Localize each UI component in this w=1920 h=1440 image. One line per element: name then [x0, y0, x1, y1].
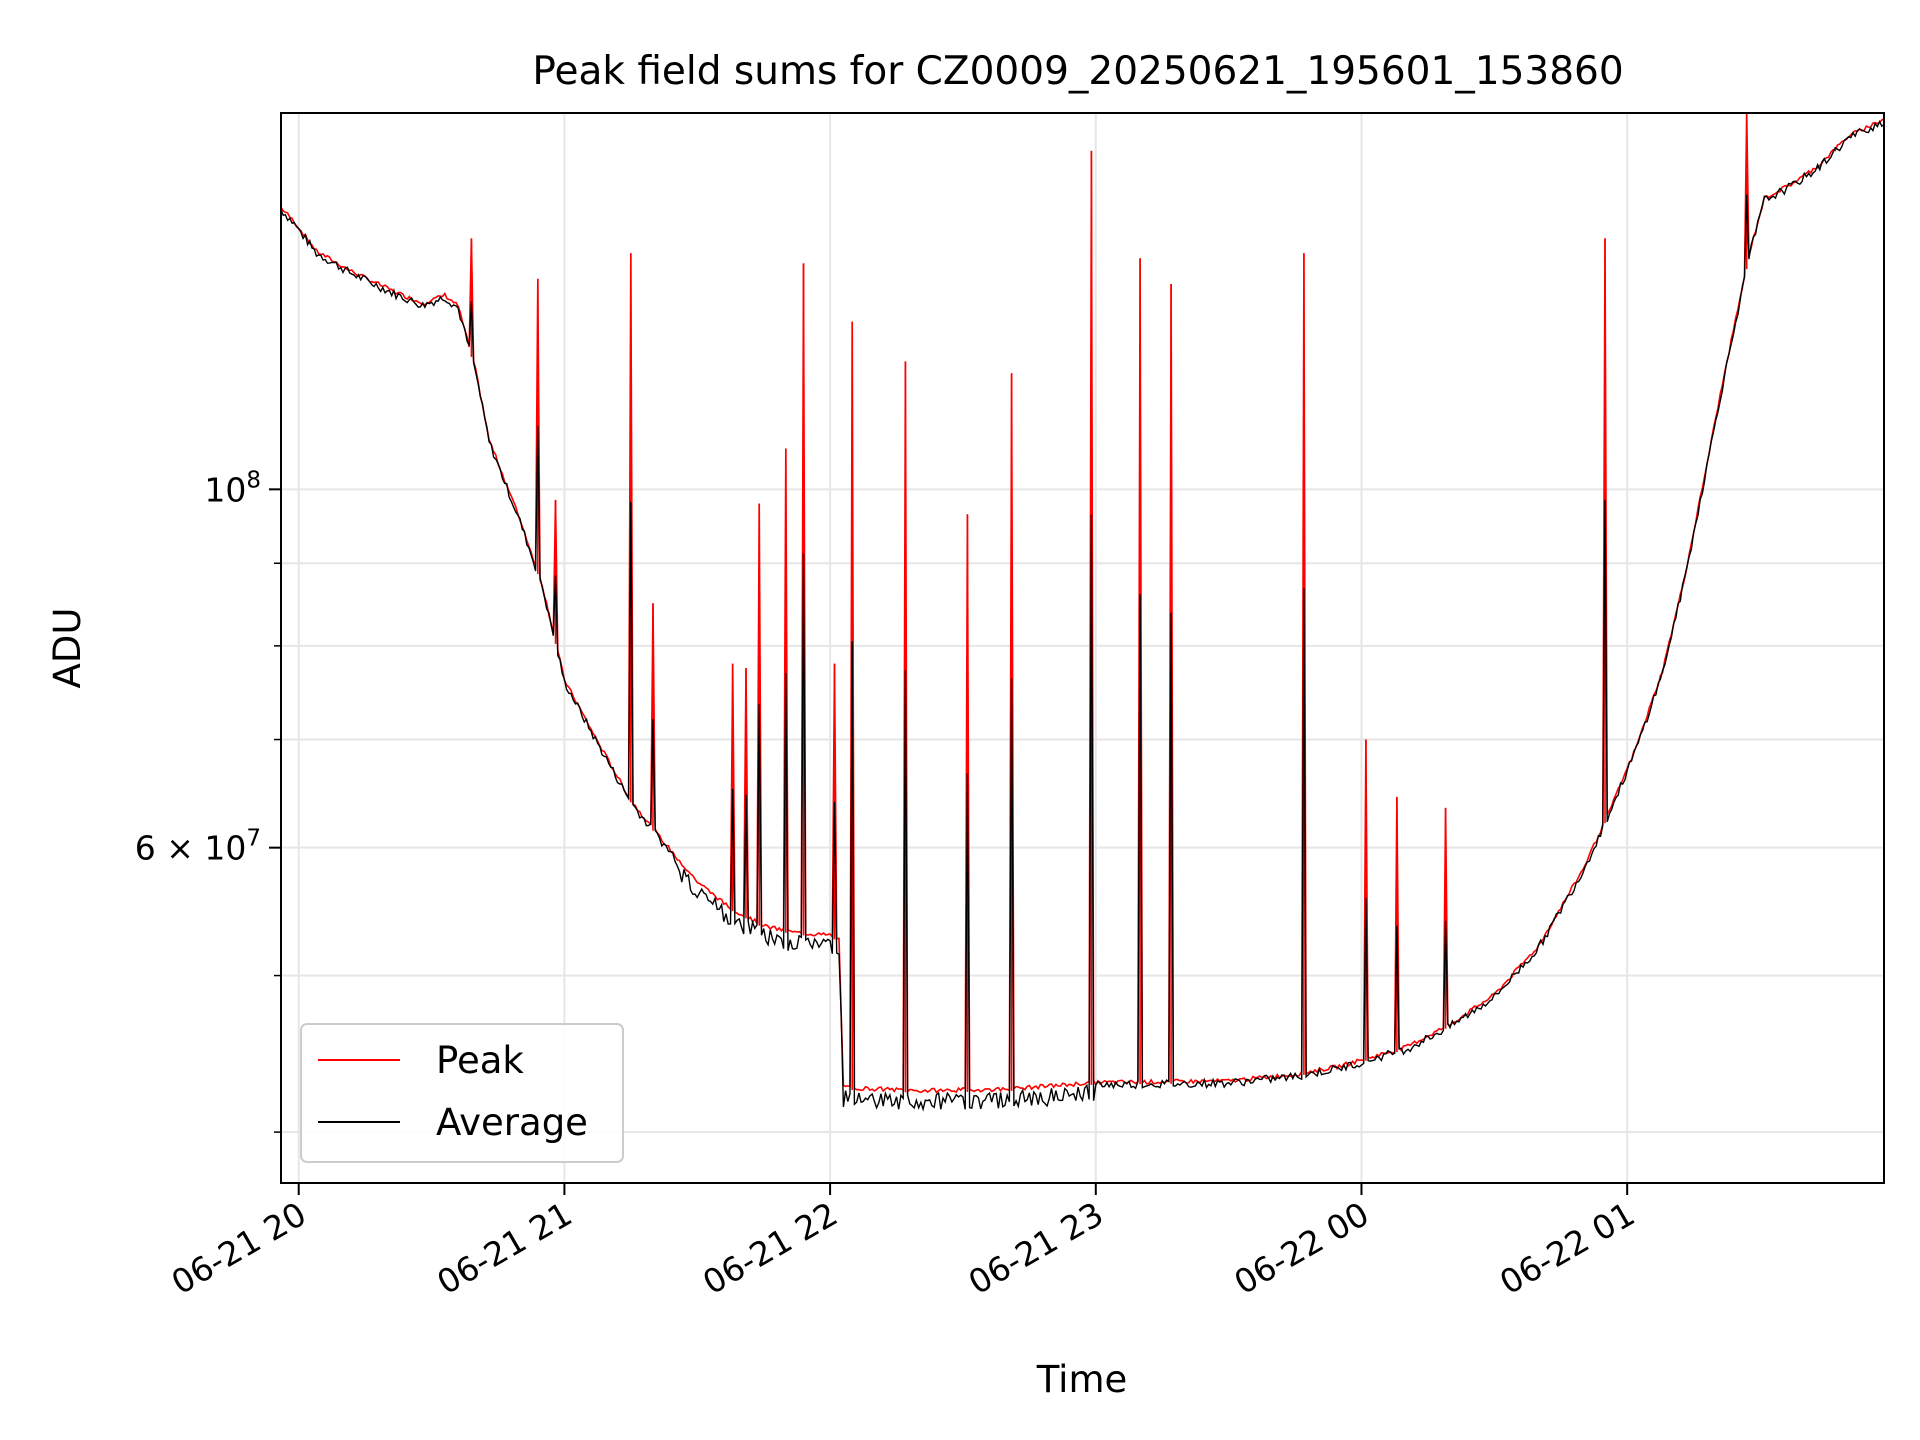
peak-series — [280, 112, 1885, 1094]
chart-title: Peak field sums for CZ0009_20250621_1956… — [532, 49, 1623, 94]
x-axis: 06-21 20 06-21 21 06-21 22 06-21 23 06-22 00… — [165, 1183, 1641, 1302]
grid — [281, 113, 1884, 1183]
y-tick-label: 108 — [204, 467, 261, 509]
x-tick-label: 06-21 23 — [962, 1194, 1110, 1302]
x-tick-label: 06-22 01 — [1493, 1194, 1641, 1302]
x-axis-label: Time — [1036, 1358, 1128, 1401]
legend-label-average: Average — [436, 1101, 588, 1144]
legend-label-peak: Peak — [436, 1039, 524, 1082]
legend-box — [300, 1023, 624, 1163]
y-axis: 108 6 × 107 — [135, 467, 281, 1133]
plot-frame — [280, 112, 1885, 1184]
x-tick-label: 06-21 22 — [696, 1194, 844, 1302]
y-tick-label: 6 × 107 — [135, 826, 261, 868]
x-tick-label: 06-22 00 — [1227, 1194, 1375, 1302]
x-tick-label: 06-21 20 — [165, 1194, 313, 1302]
peak-line — [280, 112, 1885, 1094]
average-line — [280, 119, 1885, 1112]
legend: Peak Average — [300, 1023, 624, 1163]
x-tick-label: 06-21 21 — [430, 1194, 578, 1302]
y-axis-label: ADU — [46, 608, 89, 689]
average-series — [280, 119, 1885, 1112]
